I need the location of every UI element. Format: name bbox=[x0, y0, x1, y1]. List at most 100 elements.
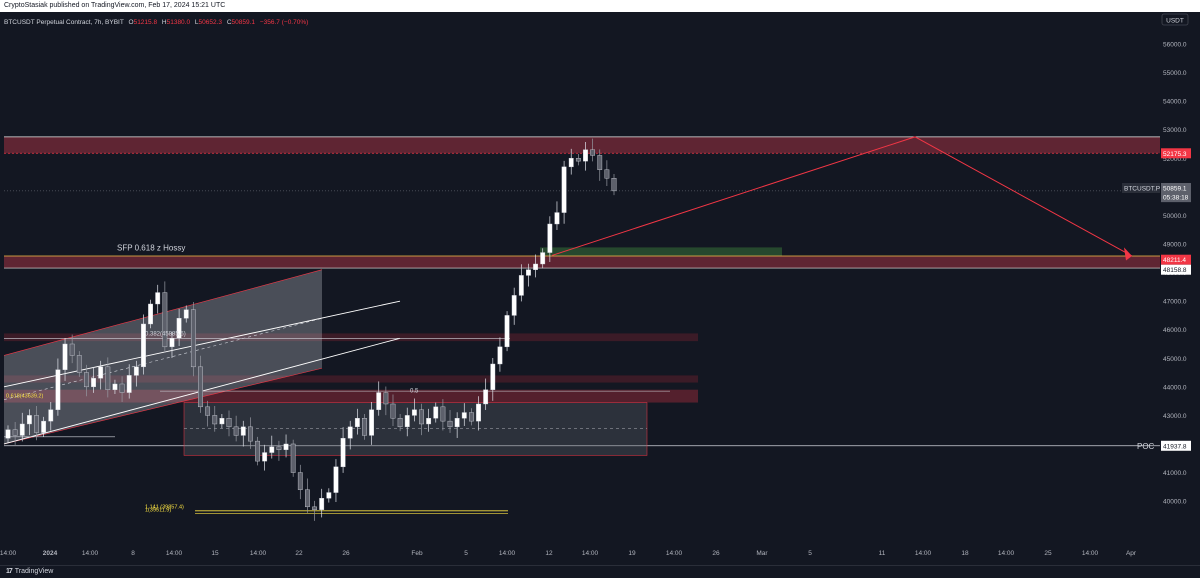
candle-body bbox=[12, 429, 18, 436]
tradingview-logo-icon: 17 bbox=[6, 568, 13, 575]
candle-body bbox=[283, 443, 289, 450]
candle-body bbox=[5, 429, 11, 439]
fib-0618-label: 0.618(43639.2) bbox=[6, 394, 43, 400]
candle-body bbox=[404, 415, 410, 428]
footer: 17 TradingView bbox=[0, 565, 1200, 578]
current-price-badge-bg bbox=[1161, 182, 1191, 193]
x-tick-label: 25 bbox=[1044, 550, 1052, 557]
candle-body bbox=[112, 383, 118, 390]
candle-body bbox=[105, 366, 111, 390]
fib-05-label: 0.5 bbox=[410, 389, 419, 395]
candle-body bbox=[76, 355, 82, 373]
x-tick-label: 14:00 bbox=[166, 550, 183, 557]
candle-body bbox=[440, 406, 446, 422]
candle-body bbox=[583, 149, 588, 162]
x-tick-label: 5 bbox=[464, 550, 468, 557]
sfp-label: SFP 0.618 z Hossy bbox=[117, 243, 185, 252]
candle-body bbox=[48, 409, 54, 422]
candle-body bbox=[205, 406, 211, 416]
candle-body bbox=[447, 420, 453, 428]
y-tick-label: 40000.0 bbox=[1163, 499, 1187, 506]
close-label: C bbox=[227, 19, 232, 26]
candle-body bbox=[233, 426, 239, 436]
close-value: 50859.1 bbox=[232, 19, 256, 26]
x-tick-label: 14:00 bbox=[499, 550, 516, 557]
candle-body bbox=[19, 423, 25, 436]
candle-body bbox=[454, 418, 460, 428]
candle-body bbox=[148, 303, 153, 325]
candle-body bbox=[590, 149, 596, 156]
x-tick-label: 14:00 bbox=[915, 550, 932, 557]
x-tick-label: 22 bbox=[295, 550, 303, 557]
candle-body bbox=[376, 392, 382, 410]
candle-body bbox=[347, 426, 353, 439]
x-tick-label: 8 bbox=[131, 550, 135, 557]
candle-body bbox=[383, 392, 389, 405]
y-tick-label: 43000.0 bbox=[1163, 413, 1187, 420]
candle-body bbox=[604, 169, 610, 179]
publisher-bar: CryptoStasiak published on TradingView.c… bbox=[0, 0, 1200, 12]
candle-body bbox=[219, 418, 225, 425]
candle-body bbox=[162, 292, 168, 348]
y-tick-label: 44000.0 bbox=[1163, 384, 1187, 391]
y-tick-label: 54000.0 bbox=[1163, 99, 1187, 106]
candle-body bbox=[26, 415, 32, 425]
candle-body bbox=[240, 426, 246, 436]
projection-path bbox=[551, 136, 1133, 257]
y-tick-label: 45000.0 bbox=[1163, 356, 1187, 363]
candle-body bbox=[198, 366, 203, 408]
candle-body bbox=[312, 506, 317, 510]
high-value: 51380.0 bbox=[167, 19, 191, 26]
candle-body bbox=[554, 212, 560, 225]
candle-body bbox=[490, 363, 496, 390]
candle-body bbox=[433, 406, 439, 419]
candle-body bbox=[397, 418, 403, 428]
candle-body bbox=[518, 275, 524, 296]
countdown-badge: 05:38:18 bbox=[1163, 195, 1189, 202]
y-tick-label: 50000.0 bbox=[1163, 213, 1187, 220]
mid-line-price-badge-bg bbox=[1161, 264, 1191, 275]
fib-1141-label: 1.141 (39857.4) bbox=[145, 504, 184, 510]
y-tick-label: 49000.0 bbox=[1163, 241, 1187, 248]
candle-body bbox=[511, 295, 517, 316]
y-tick-label: 52000.0 bbox=[1163, 156, 1187, 163]
candle-body bbox=[255, 440, 260, 462]
current-symbol-badge: BTCUSDT.P bbox=[1124, 185, 1160, 192]
symbol-title: BTCUSDT Perpetual Contract, 7h, BYBIT O5… bbox=[4, 19, 308, 26]
poc-price-badge-bg bbox=[1161, 440, 1191, 451]
candle-body bbox=[333, 466, 339, 493]
fib-1-label: 1(39511.9) bbox=[145, 507, 171, 513]
candle-body bbox=[597, 155, 603, 170]
candle-body bbox=[461, 412, 467, 419]
chart-area[interactable]: 56000.055000.054000.053000.052000.051000… bbox=[0, 12, 1200, 577]
x-tick-label: 14:00 bbox=[250, 550, 267, 557]
candle-body bbox=[411, 409, 417, 416]
poc-label: POC bbox=[1137, 442, 1155, 451]
x-tick-label: 18 bbox=[961, 550, 969, 557]
current-price-badge: 50859.1 bbox=[1163, 185, 1187, 192]
low-value: 50652.3 bbox=[199, 19, 223, 26]
candle-body bbox=[611, 178, 617, 192]
candle-body bbox=[526, 269, 531, 276]
x-tick-label: 11 bbox=[879, 550, 886, 557]
x-tick-label: 12 bbox=[545, 550, 553, 557]
zone-green-fvg bbox=[540, 247, 782, 256]
candle-body bbox=[497, 346, 503, 365]
chart-background bbox=[0, 12, 1160, 565]
low-label: L bbox=[195, 19, 199, 26]
projection-arrowhead bbox=[1124, 247, 1132, 261]
zone-zone-44300 bbox=[4, 375, 698, 383]
candle-body bbox=[476, 403, 481, 422]
candle-body bbox=[190, 309, 196, 368]
zone-upper-resistance bbox=[4, 136, 1160, 154]
y-tick-label: 53000.0 bbox=[1163, 127, 1187, 134]
fib-0382-label: 0.382(45885.5) bbox=[145, 331, 186, 337]
candle-body bbox=[504, 315, 510, 348]
x-tick-label: 26 bbox=[712, 550, 720, 557]
candle-body bbox=[84, 372, 89, 388]
y-tick-label: 55000.0 bbox=[1163, 70, 1187, 77]
current-symbol-badge-bg bbox=[1122, 182, 1160, 193]
price-chart[interactable]: 56000.055000.054000.053000.052000.051000… bbox=[0, 12, 1200, 565]
open-value: 51215.8 bbox=[134, 19, 158, 26]
currency-box[interactable] bbox=[1161, 13, 1189, 26]
